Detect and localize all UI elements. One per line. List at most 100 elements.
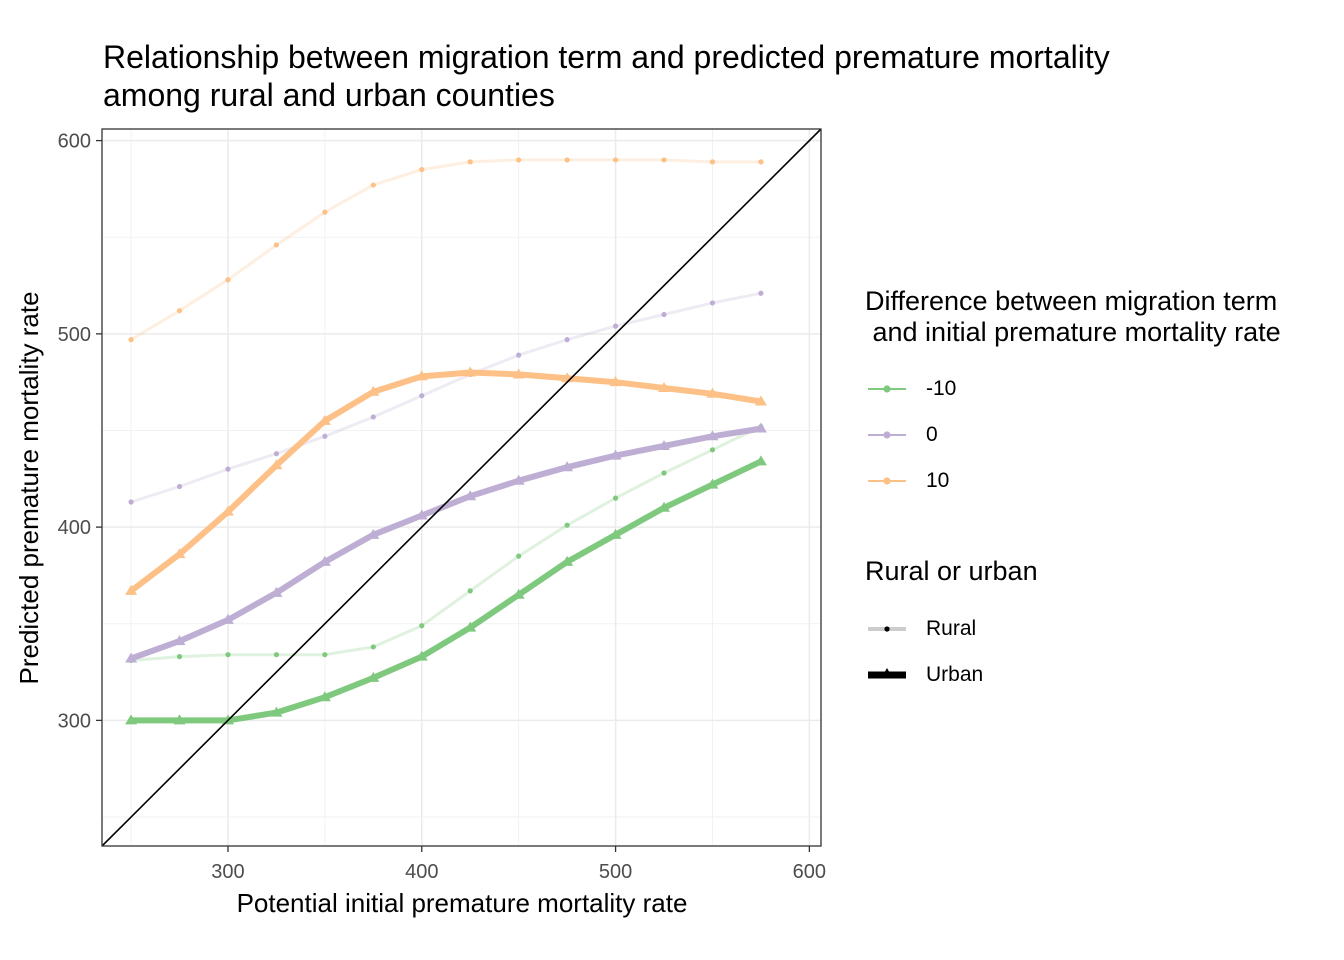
difference-legend-item: -10 (865, 366, 1281, 412)
data-point (225, 466, 231, 472)
data-point (758, 290, 764, 296)
data-point (612, 157, 619, 163)
data-point (415, 370, 428, 381)
difference-legend-item: 0 (865, 412, 1281, 458)
data-point (225, 652, 231, 658)
data-point (419, 166, 425, 173)
x-tick-label: 300 (211, 861, 244, 883)
data-point (658, 381, 671, 392)
data-point (754, 395, 767, 406)
data-point (176, 654, 183, 660)
series-line (130, 291, 762, 504)
data-point (221, 613, 234, 624)
data-point (270, 586, 283, 597)
series-layer (125, 157, 767, 725)
data-point (125, 584, 138, 595)
data-point (661, 157, 667, 163)
difference-legend-title: Difference between migration term and in… (865, 286, 1281, 347)
legend-swatch (865, 470, 909, 492)
data-point (125, 652, 138, 663)
chart-title: Relationship between migration term and … (103, 38, 1110, 114)
data-point (125, 714, 138, 725)
data-point (661, 311, 667, 318)
difference-legend-label: -10 (926, 377, 957, 400)
data-point (754, 422, 767, 433)
data-point (221, 505, 234, 516)
series-line (130, 425, 762, 662)
series-urban-10 (125, 366, 767, 595)
data-point (564, 522, 570, 528)
data-point (467, 588, 473, 594)
data-point (467, 159, 473, 165)
data-point (176, 483, 183, 490)
rural-urban-legend-title: Rural or urban (865, 556, 1038, 586)
series-line (128, 425, 764, 662)
data-point (658, 439, 671, 450)
data-point (322, 209, 328, 215)
data-point (270, 459, 283, 470)
data-point (370, 644, 376, 650)
data-point (322, 652, 328, 658)
data-point (173, 714, 186, 725)
difference-legend: Difference between migration term and in… (865, 286, 1281, 504)
difference-legend-item: 10 (865, 458, 1281, 504)
minor-gridlines (102, 129, 821, 846)
series-urban-0 (125, 422, 767, 663)
data-point (370, 182, 376, 188)
panel-border (101, 128, 822, 847)
rural-urban-legend: Rural or urban Rural Urban (865, 556, 1038, 698)
data-point (512, 368, 525, 379)
data-point (173, 635, 186, 646)
data-point (128, 337, 134, 343)
legend-swatch (865, 618, 909, 640)
difference-legend-label: 10 (926, 469, 950, 492)
data-point (273, 242, 280, 248)
data-point (709, 447, 716, 453)
data-point (270, 706, 283, 717)
y-axis-title: Predicted premature mortality rate (14, 291, 44, 684)
x-axis-ticks: 300 400 500 600 (211, 846, 826, 883)
y-tick-label: 500 (58, 324, 91, 346)
series-line (128, 458, 764, 724)
data-point (516, 157, 522, 163)
data-point (709, 159, 716, 165)
data-point (419, 393, 425, 399)
data-point (225, 277, 231, 283)
data-point (516, 553, 522, 559)
y-axis-ticks: 300 400 500 600 (58, 131, 102, 732)
data-point (561, 555, 574, 566)
x-tick-label: 500 (599, 861, 632, 883)
series-rural-10 (128, 157, 764, 343)
chart-title-line-2: among rural and urban counties (103, 77, 555, 113)
data-point (173, 548, 186, 559)
series-rural--10 (128, 424, 764, 664)
series-line (130, 158, 761, 341)
data-point (176, 308, 183, 314)
data-point (564, 157, 570, 163)
data-point (464, 366, 477, 377)
rural-urban-legend-label: Urban (926, 663, 984, 686)
reference-line (101, 128, 822, 847)
legend-swatch (865, 424, 909, 446)
rural-urban-legend-item: Urban (865, 652, 1038, 698)
data-point (367, 385, 380, 396)
data-point (512, 474, 525, 485)
data-point (318, 414, 331, 425)
data-point (758, 159, 764, 165)
series-urban--10 (125, 455, 767, 725)
data-point (273, 652, 280, 658)
data-point (318, 555, 331, 566)
data-point (464, 490, 477, 501)
data-point (564, 337, 570, 343)
chart-title-line-1: Relationship between migration term and … (103, 39, 1110, 75)
legend-swatch (865, 664, 909, 686)
data-point (561, 461, 574, 472)
data-point (706, 430, 719, 441)
data-point (706, 387, 719, 398)
reference-line-layer (101, 128, 822, 847)
data-point (612, 323, 619, 329)
data-point (370, 414, 376, 420)
data-point (706, 478, 719, 489)
data-point (661, 470, 667, 476)
